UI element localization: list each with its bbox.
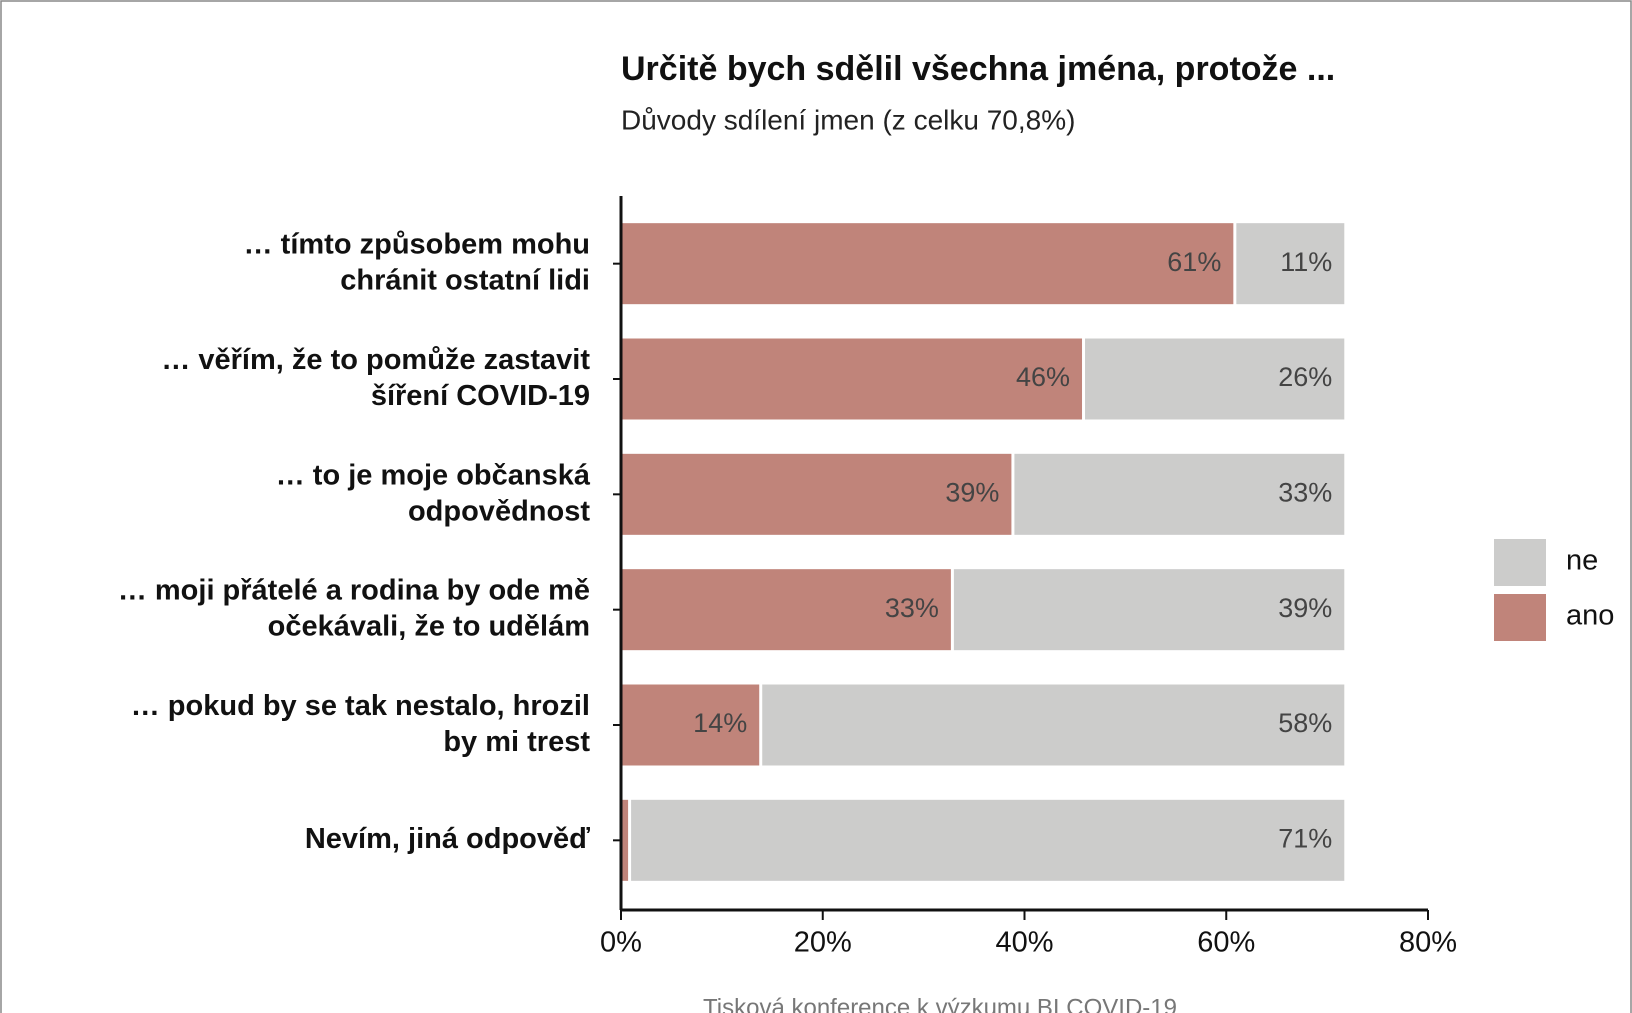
y-tick-label: … pokud by se tak nestalo, hrozil by mi t… [131, 690, 591, 758]
bar-segment [621, 453, 1012, 535]
chart-subtitle: Důvody sdílení jmen (z celku 70,8%) [621, 104, 1075, 135]
x-tick-label: 0% [600, 927, 642, 959]
bar-segment [621, 684, 760, 766]
x-tick-label: 40% [995, 927, 1053, 959]
y-tick-label: … tímto způsobem mohu chránit ostatní lid… [244, 228, 590, 296]
bar-segment [1085, 338, 1345, 420]
bar-segment [953, 569, 1345, 651]
value-label: 46% [1016, 362, 1070, 392]
bar-segment [1014, 453, 1345, 535]
footer: Tisková konference k výzkumu BI COVID-19 [703, 994, 1177, 1013]
value-label: 26% [1278, 362, 1332, 392]
value-label: 11% [1280, 247, 1332, 277]
value-label: 71% [1278, 823, 1332, 853]
x-tick-label: 80% [1399, 927, 1457, 959]
bar-segment [621, 569, 951, 651]
bar-segment [762, 684, 1345, 766]
bar-segment [1236, 223, 1345, 305]
x-tick-label: 20% [794, 927, 852, 959]
legend-swatch [1494, 594, 1546, 641]
value-label: 61% [1167, 247, 1221, 277]
y-tick-label: … to je moje občanská odpovědnost [276, 459, 591, 527]
legend-label: ano [1566, 600, 1614, 632]
bar-segment [621, 223, 1234, 305]
value-label: 58% [1278, 708, 1332, 738]
bar-segment [621, 799, 629, 881]
bar-segment [631, 799, 1345, 881]
value-label: 33% [1278, 477, 1332, 507]
value-label: 33% [885, 593, 939, 623]
value-label: 39% [1278, 593, 1332, 623]
bar-segment [621, 338, 1083, 420]
legend-swatch [1494, 539, 1546, 586]
chart-title: Určitě bych sdělil všechna jména, protož… [621, 50, 1335, 88]
value-label: 39% [945, 477, 999, 507]
y-tick-label: … věřím, že to pomůže zastavit šíření COV… [161, 344, 590, 412]
y-tick-label: Nevím, jiná odpověď [305, 823, 590, 855]
x-tick-label: 60% [1197, 927, 1255, 959]
value-label: 14% [693, 708, 747, 738]
y-tick-label: … moji přátelé a rodina by ode mě očekáva… [118, 574, 590, 642]
legend-label: ne [1566, 545, 1598, 577]
